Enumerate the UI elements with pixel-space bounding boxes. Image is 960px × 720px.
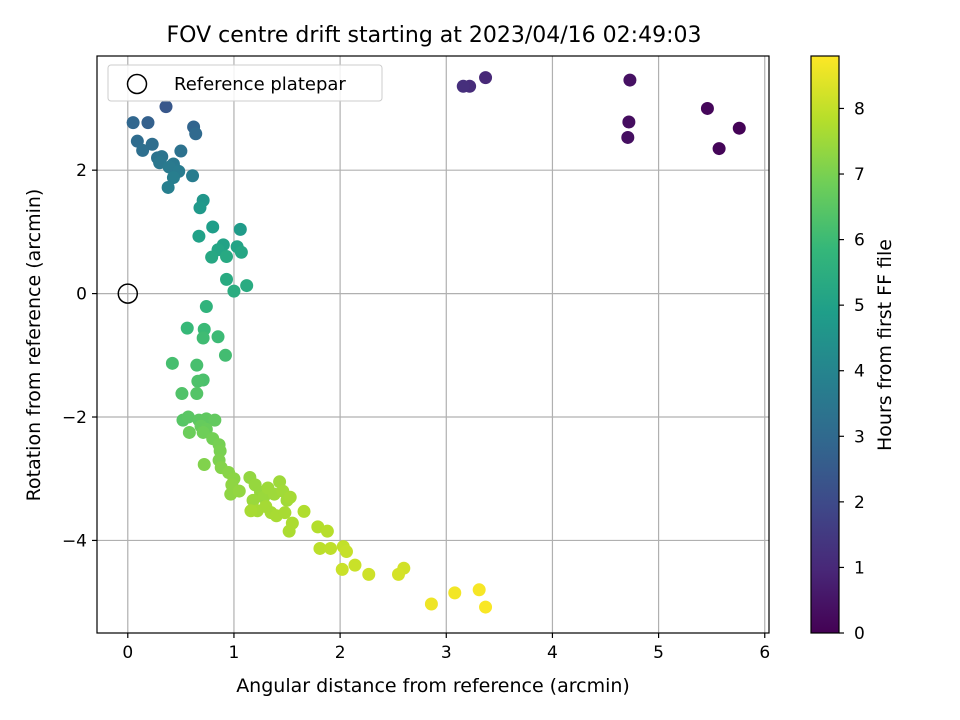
x-tick-label: 5 [653, 643, 664, 663]
data-point [232, 484, 246, 498]
data-point [313, 541, 327, 555]
chart-title: FOV centre drift starting at 2023/04/16 … [167, 23, 702, 48]
x-tick-label: 3 [441, 643, 452, 663]
colorbar-tick-label: 4 [854, 362, 865, 382]
data-point [189, 127, 203, 141]
data-point [233, 222, 247, 236]
data-point [192, 229, 206, 243]
data-point [479, 600, 493, 614]
data-point [182, 425, 196, 439]
data-point [246, 493, 260, 507]
data-point [208, 413, 222, 427]
data-point [227, 284, 241, 298]
y-tick-label: −4 [62, 531, 87, 551]
data-point [472, 583, 486, 597]
data-point [456, 79, 470, 93]
data-point [391, 567, 405, 581]
data-point [623, 73, 637, 87]
legend-label: Reference platepar [174, 74, 346, 95]
colorbar-label: Hours from first FF file [874, 239, 896, 451]
y-tick-label: 0 [76, 285, 87, 305]
data-point [424, 597, 438, 611]
data-point [206, 220, 220, 234]
x-tick-label: 0 [122, 643, 133, 663]
data-point [196, 331, 210, 345]
data-point [166, 171, 180, 185]
data-point [282, 524, 296, 538]
data-point [197, 458, 211, 472]
colorbar-tick-label: 3 [854, 427, 865, 447]
data-point [283, 490, 297, 504]
x-axis-label: Angular distance from reference (arcmin) [236, 675, 630, 697]
data-point [622, 115, 636, 129]
data-point [174, 144, 188, 158]
legend-box [107, 64, 383, 102]
data-point [161, 180, 175, 194]
data-point [220, 250, 234, 264]
colorbar-tick-label: 2 [854, 493, 865, 513]
legend: Reference platepar [107, 64, 383, 102]
plot-frame [96, 55, 770, 634]
data-point [145, 137, 159, 151]
colorbar-tick-label: 1 [854, 558, 865, 578]
colorbar: 0 1 2 3 4 5 6 7 8 [810, 55, 865, 644]
x-tick-label: 6 [759, 643, 770, 663]
y-axis-label: Rotation from reference (arcmin) [23, 189, 45, 502]
data-point [199, 300, 213, 314]
x-tick-label: 1 [229, 643, 240, 663]
data-point [278, 506, 292, 520]
colorbar-gradient [810, 55, 840, 634]
colorbar-tick-label: 0 [854, 624, 865, 644]
data-point [700, 101, 714, 115]
data-point [136, 143, 150, 157]
data-point [190, 387, 204, 401]
data-point [348, 558, 362, 572]
data-point [218, 348, 232, 362]
colorbar-tick-label: 8 [854, 99, 865, 119]
data-point [712, 142, 726, 156]
data-point [193, 201, 207, 215]
data-point [191, 374, 205, 388]
data-point [175, 387, 189, 401]
data-point [448, 586, 462, 600]
data-point [621, 130, 635, 144]
data-point [479, 71, 493, 85]
data-point [126, 116, 140, 130]
y-tick-label: 2 [76, 161, 87, 181]
colorbar-tick-label: 6 [854, 231, 865, 251]
data-point [244, 504, 258, 518]
data-point [165, 356, 179, 370]
data-point [211, 330, 225, 344]
colorbar-tick-label: 7 [854, 165, 865, 185]
plot-area [97, 56, 769, 633]
data-point [159, 100, 173, 114]
data-point [234, 245, 248, 259]
data-point [190, 358, 204, 372]
data-point [362, 567, 376, 581]
data-point [732, 121, 746, 135]
reference-platepar-marker [117, 283, 139, 304]
data-point [335, 562, 349, 576]
x-tick-label: 2 [335, 643, 346, 663]
data-point [181, 410, 195, 424]
data-point [240, 279, 254, 293]
data-point [180, 321, 194, 335]
legend-marker-open-circle [126, 73, 148, 95]
y-tick-label: −2 [62, 408, 87, 428]
data-points [117, 71, 746, 614]
x-tick-label: 4 [547, 643, 558, 663]
data-point [205, 250, 219, 264]
data-point [324, 541, 338, 555]
data-point [220, 272, 234, 286]
axes: 0 1 2 3 4 5 6 −4 −2 0 2 [62, 55, 770, 663]
data-point [186, 169, 200, 183]
data-point [297, 504, 311, 518]
data-point [339, 545, 353, 559]
data-point [320, 524, 334, 538]
colorbar-tick-label: 5 [854, 296, 865, 316]
data-point [196, 425, 210, 439]
data-point [141, 116, 155, 130]
